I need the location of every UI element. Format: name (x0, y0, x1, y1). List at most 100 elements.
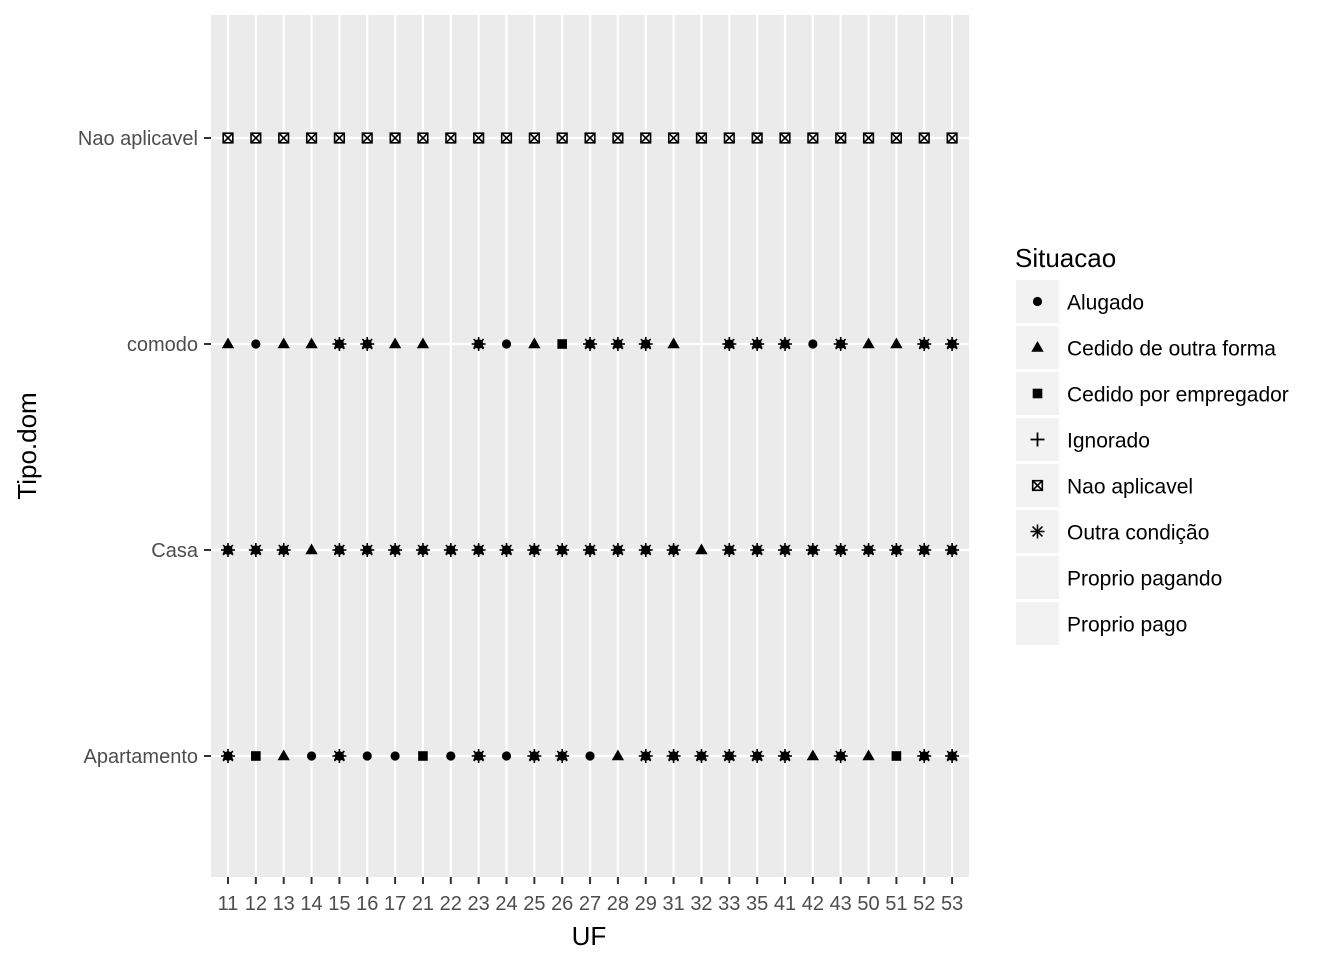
data-point (610, 543, 625, 557)
data-point (722, 543, 737, 557)
data-point (833, 749, 848, 763)
legend-title: Situacao (1015, 243, 1116, 273)
data-point (276, 543, 291, 557)
data-point (611, 749, 625, 761)
x-tick-label: 22 (440, 893, 462, 915)
data-point (388, 337, 402, 349)
x-tick-label: 35 (746, 893, 768, 915)
data-point (556, 132, 568, 144)
x-tick-label: 29 (635, 893, 657, 915)
data-point (415, 543, 430, 557)
data-point (500, 132, 513, 144)
data-point (221, 749, 235, 763)
legend-item: Nao aplicavel (1016, 464, 1193, 507)
x-tick-label: 17 (384, 893, 406, 915)
y-axis: Apartamento Casa comodo Nao aplicavel (78, 128, 211, 768)
data-point (808, 339, 818, 349)
legend-item: Outra condição (1016, 510, 1209, 553)
data-point (555, 749, 570, 763)
data-point (360, 543, 375, 557)
x-tick-label: 11 (218, 893, 239, 915)
data-point (862, 132, 875, 144)
data-point (890, 337, 903, 349)
data-point (221, 337, 235, 349)
data-point (584, 132, 596, 144)
data-point (638, 337, 653, 351)
data-point (833, 543, 848, 557)
data-point (332, 543, 347, 557)
x-tick-label: 43 (830, 893, 852, 915)
x-tick-label: 24 (495, 893, 517, 915)
data-point (945, 543, 960, 557)
x-tick-label: 33 (718, 893, 740, 915)
legend-symbol (1031, 341, 1044, 352)
data-point (251, 751, 261, 761)
data-point (805, 543, 820, 557)
data-point (750, 337, 765, 351)
legend-symbol (1030, 524, 1045, 539)
legend-label: Cedido de outra forma (1067, 338, 1276, 361)
data-point (778, 543, 792, 557)
data-point (640, 132, 652, 144)
y-tick-label: comodo (127, 334, 198, 356)
data-point (583, 337, 598, 351)
data-point (471, 543, 486, 557)
data-point (528, 337, 541, 349)
data-point (722, 749, 737, 763)
data-point (278, 132, 290, 144)
data-point (666, 749, 681, 763)
data-point (305, 132, 318, 144)
data-point (807, 132, 819, 144)
legend-label: Proprio pago (1067, 614, 1187, 637)
data-point (750, 749, 765, 763)
data-point (778, 749, 792, 763)
x-tick-label: 50 (857, 893, 879, 915)
data-point (305, 543, 318, 555)
data-point (890, 132, 902, 144)
legend-item: Cedido de outra forma (1016, 326, 1276, 369)
data-point (610, 337, 625, 351)
data-point (416, 337, 430, 349)
legend-item: Cedido por empregador (1016, 372, 1289, 415)
data-point (638, 749, 653, 763)
legend-item: Ignorado (1016, 418, 1150, 461)
data-point (917, 543, 932, 557)
x-tick-label: 42 (802, 893, 824, 915)
data-point (585, 751, 595, 761)
x-tick-label: 27 (579, 893, 601, 915)
legend-symbol (1032, 388, 1043, 399)
data-point (889, 543, 904, 557)
data-point (361, 132, 373, 144)
data-point (362, 751, 372, 761)
data-point (528, 132, 540, 144)
data-point (891, 751, 902, 761)
data-point (861, 543, 876, 557)
legend-symbol (1030, 432, 1045, 447)
data-point (527, 543, 542, 557)
data-point (750, 543, 765, 557)
legend-item: Proprio pago (1016, 602, 1187, 645)
x-axis: 11 12 13 14 15 16 17 21 22 23 24 25 26 27 28 29 31 32 33 35… (218, 877, 963, 915)
legend: Situacao Alugado Cedido de outra forma Ced… (1015, 243, 1289, 645)
data-point (862, 337, 875, 349)
data-point (695, 132, 708, 144)
data-point (583, 543, 598, 557)
data-point (917, 337, 932, 351)
data-point (862, 749, 875, 761)
legend-label: Nao aplicavel (1067, 476, 1193, 499)
data-point (557, 339, 567, 349)
data-point (222, 132, 234, 144)
data-point (417, 132, 429, 144)
data-point (527, 749, 542, 763)
x-tick-label: 31 (662, 893, 684, 915)
data-point (306, 751, 317, 761)
x-tick-label: 32 (690, 893, 712, 915)
data-point (277, 337, 290, 349)
legend-symbol (1032, 296, 1043, 307)
data-point (667, 132, 680, 144)
x-tick-label: 16 (356, 893, 378, 915)
data-point (221, 543, 235, 557)
data-point (946, 132, 958, 144)
x-tick-label: 26 (551, 893, 573, 915)
